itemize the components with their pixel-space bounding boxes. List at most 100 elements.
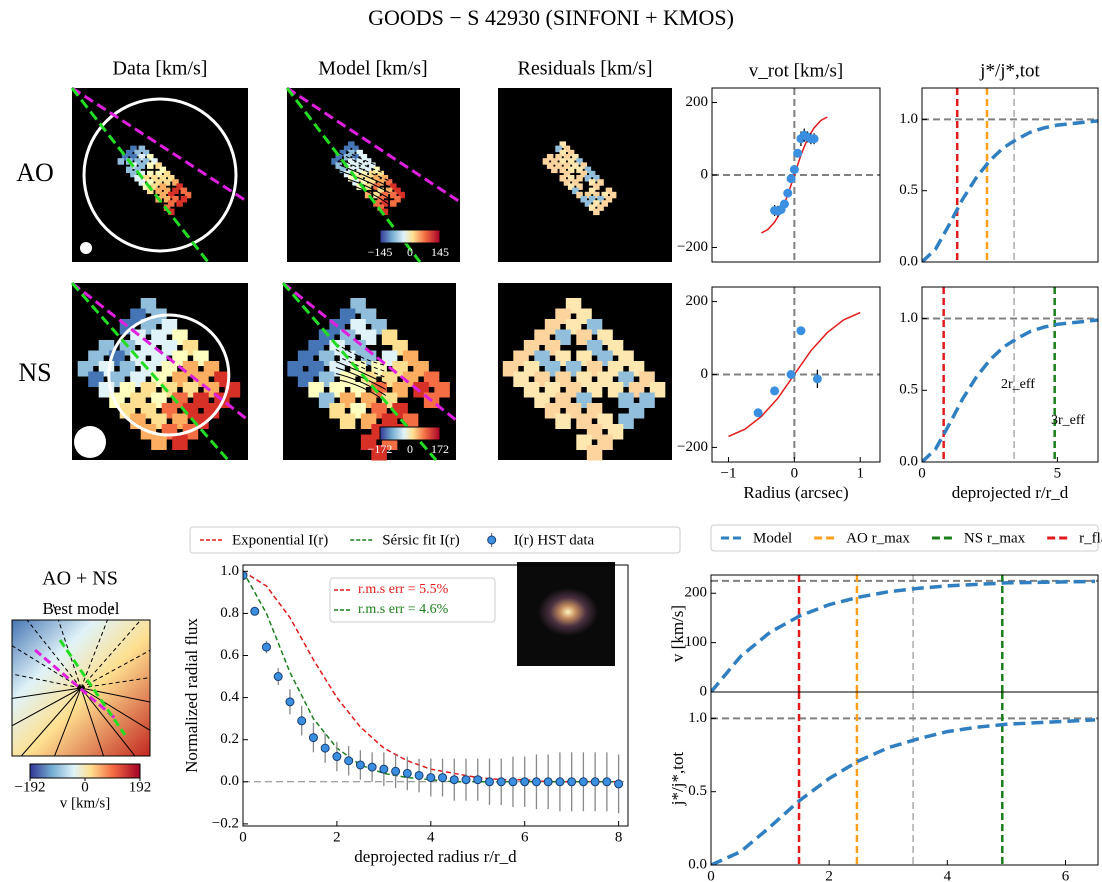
map-pixel <box>576 166 583 174</box>
map-pixel <box>163 187 171 195</box>
data-point <box>770 386 780 396</box>
annotation: r.m.s err = 5.5% <box>358 582 449 597</box>
hst-galaxy <box>538 588 598 636</box>
map-pixel <box>546 154 554 161</box>
y-tick-label: 200 <box>685 585 708 601</box>
map-pixel <box>563 170 571 178</box>
plot-area <box>922 287 1098 462</box>
map-pixel <box>567 158 575 165</box>
map-pixel <box>559 175 566 182</box>
map-pixel <box>369 179 376 186</box>
map-pixel <box>138 179 146 186</box>
map-pixel <box>597 196 604 203</box>
map-pixel <box>142 183 150 190</box>
colorbar <box>379 229 441 244</box>
y-tick-label: 0.5 <box>899 182 918 198</box>
map-pixel <box>584 166 592 174</box>
colorbar-label: v [km/s] <box>60 795 110 811</box>
map-pixel <box>138 162 146 169</box>
map-pixel <box>126 166 133 174</box>
panel: −145 0 145 <box>368 229 449 259</box>
map-pixel <box>373 191 380 199</box>
map-pixel <box>605 187 613 195</box>
colorbar-tick-label: −172 <box>368 442 393 456</box>
map-pixel <box>394 187 401 195</box>
map-pixel <box>142 149 150 157</box>
map-pixel <box>593 200 600 207</box>
map-pixel <box>360 170 368 178</box>
map-pixel <box>601 191 608 199</box>
map-pixel <box>155 162 162 169</box>
plot-area <box>243 570 628 814</box>
map-pixel <box>360 179 368 186</box>
map-pixel <box>172 196 179 203</box>
panel: 0.0 0.5 1.0 0 5 deprojected r/r_d 2r_eff 3r_eff <box>899 286 1099 502</box>
data-point <box>786 370 796 379</box>
map-pixel <box>576 191 583 199</box>
map-pixel <box>339 166 347 174</box>
data-point <box>812 374 822 384</box>
map-contour <box>339 164 391 188</box>
map-pixel <box>126 149 133 157</box>
axes-frame <box>921 87 1099 263</box>
map-pixel <box>134 166 141 174</box>
map-pixel <box>155 170 162 178</box>
legend-label: r_flat <box>1079 530 1102 546</box>
map-pixel <box>163 170 171 178</box>
map-pixel <box>168 175 175 182</box>
map-pixel <box>138 145 146 153</box>
map-pixel <box>373 175 380 182</box>
map-pixel <box>360 154 368 161</box>
panel: −200 0 200 −1 0 1 Radius (arcsec) <box>677 286 881 502</box>
x-axis-label: Radius (arcsec) <box>743 483 848 502</box>
map-contour <box>335 355 387 378</box>
data-point <box>484 777 494 787</box>
kinematic-axis <box>71 86 249 204</box>
data-point <box>789 165 799 175</box>
map-pixel <box>343 145 351 153</box>
map-pixel <box>572 154 579 161</box>
map-pixel <box>360 162 368 169</box>
map-pixel <box>352 145 359 153</box>
map-pixel <box>163 196 171 203</box>
map-pixel <box>343 170 351 178</box>
map-pixel <box>130 145 137 153</box>
map-pixel <box>138 154 146 161</box>
map-pixel <box>555 413 571 429</box>
map-pixel <box>572 187 579 195</box>
column-title: Model [km/s] <box>318 58 427 80</box>
data-point <box>285 697 295 707</box>
map-pixel <box>159 183 167 190</box>
panel: −200 0 200 v_rot [km/s] <box>677 60 881 263</box>
map-pixel <box>373 166 380 174</box>
map-pixel <box>567 175 575 182</box>
data-point <box>578 777 588 787</box>
y-tick-label: 200 <box>686 293 709 309</box>
map-pixel <box>576 183 583 190</box>
map-pixel <box>176 200 183 207</box>
model-contour <box>80 644 161 689</box>
y-tick-label: 1.0 <box>688 710 707 726</box>
map-pixel <box>559 141 566 148</box>
data-point <box>355 760 365 770</box>
kinematic-axis <box>34 648 116 720</box>
map-pixel <box>142 175 150 182</box>
colorbar-tick-label: 172 <box>431 442 449 456</box>
map-pixel <box>134 158 141 165</box>
x-axis-label: deprojected r/r_d <box>952 483 1069 502</box>
row-label: AO <box>16 158 54 187</box>
legend-label: NS r_max <box>964 530 1026 546</box>
y-tick-label: −200 <box>677 439 708 455</box>
map-pixel <box>555 145 562 153</box>
map-pixel <box>555 154 562 161</box>
column-title: Residuals [km/s] <box>518 58 653 80</box>
best-model-title: Best model <box>43 599 120 618</box>
y-tick-label: 0.2 <box>220 731 239 747</box>
kinematic-axis <box>282 281 457 422</box>
map-pixel <box>377 187 384 195</box>
map-pixel <box>580 196 587 203</box>
map-pixel <box>147 162 154 169</box>
map-pixel <box>559 149 566 157</box>
